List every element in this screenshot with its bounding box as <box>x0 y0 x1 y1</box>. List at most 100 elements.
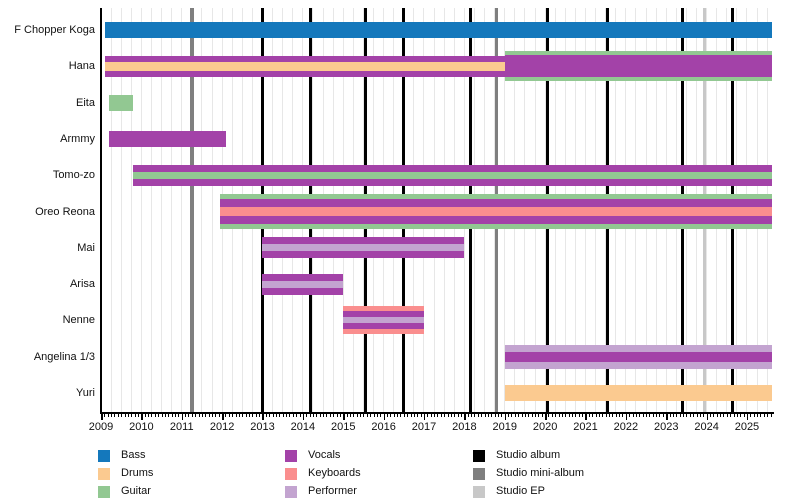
role-stripe-vocals <box>343 323 424 330</box>
x-axis-minor-tick <box>168 414 170 417</box>
x-axis-year-label: 2021 <box>573 421 598 433</box>
x-axis-minor-tick <box>541 414 543 417</box>
x-axis-minor-tick <box>228 414 230 417</box>
legend-swatch-studio-ep <box>473 486 485 498</box>
legend-label: Guitar <box>121 485 151 497</box>
x-axis-minor-tick <box>212 414 214 417</box>
role-stripe-vocals <box>220 199 772 207</box>
x-axis-minor-tick <box>555 414 557 417</box>
x-axis-minor-tick <box>380 414 382 417</box>
x-axis-minor-tick <box>467 414 469 417</box>
quarter-gridline <box>110 8 112 412</box>
x-axis-minor-tick <box>104 414 106 417</box>
x-axis-minor-tick <box>524 414 526 417</box>
member-label: Armmy <box>60 132 95 145</box>
quarter-gridline <box>140 8 142 412</box>
y-axis-line <box>100 8 102 412</box>
x-axis-year-label: 2014 <box>290 421 316 433</box>
x-axis-minor-tick <box>154 414 156 417</box>
role-stripe-vocals <box>220 216 772 224</box>
x-axis-year-label: 2016 <box>371 421 396 433</box>
quarter-gridline <box>150 8 152 412</box>
x-axis-minor-tick <box>124 414 126 417</box>
legend-label: Vocals <box>308 449 341 461</box>
x-axis-minor-tick <box>740 414 742 417</box>
timeline-bar <box>109 94 134 111</box>
x-axis-minor-tick <box>289 414 291 417</box>
x-axis-minor-tick <box>121 414 123 417</box>
role-stripe-guitar <box>220 224 772 229</box>
x-axis-minor-tick <box>312 414 314 417</box>
x-axis-year-label: 2019 <box>492 421 517 433</box>
x-axis-major-tick <box>585 414 587 420</box>
quarter-gridline <box>161 8 163 412</box>
x-axis-minor-tick <box>551 414 553 417</box>
x-axis-minor-tick <box>548 414 550 417</box>
x-axis-year-label: 2017 <box>411 421 437 433</box>
x-axis-minor-tick <box>134 414 136 417</box>
x-axis-minor-tick <box>437 414 439 417</box>
role-stripe-performer <box>262 280 344 288</box>
legend-swatch-bass <box>98 450 110 462</box>
x-axis-year-label: 2013 <box>250 421 275 433</box>
x-axis-minor-tick <box>397 414 399 417</box>
x-axis-minor-tick <box>565 414 567 417</box>
x-axis-minor-tick <box>215 414 217 417</box>
x-axis-minor-tick <box>763 414 765 417</box>
x-axis-minor-tick <box>635 414 637 417</box>
x-axis-major-tick <box>423 414 426 420</box>
x-axis-minor-tick <box>292 414 294 417</box>
x-axis-minor-tick <box>238 414 240 417</box>
x-axis-minor-tick <box>572 414 574 417</box>
x-axis-minor-tick <box>272 414 274 417</box>
x-axis-minor-tick <box>632 414 634 417</box>
timeline-bar <box>343 306 424 335</box>
x-axis-minor-tick <box>386 414 388 417</box>
legend-label: Bass <box>121 449 146 461</box>
x-axis-minor-tick <box>757 414 759 417</box>
legend-swatch-studio-album <box>473 450 485 462</box>
legend-label: Drums <box>121 467 154 479</box>
x-axis-year-label: 2009 <box>88 421 114 433</box>
legend-item: Guitar <box>98 485 278 499</box>
x-axis-minor-tick <box>602 414 604 417</box>
x-axis-minor-tick <box>471 414 473 417</box>
x-axis-minor-tick <box>595 414 597 417</box>
x-axis-minor-tick <box>494 414 496 417</box>
x-axis-minor-tick <box>127 414 129 417</box>
x-axis-minor-tick <box>161 414 163 417</box>
member-label: Oreo Reona <box>35 205 95 218</box>
x-axis-minor-tick <box>619 414 621 417</box>
x-axis-minor-tick <box>326 414 328 417</box>
x-axis-minor-tick <box>615 414 617 417</box>
x-axis-minor-tick <box>360 414 362 417</box>
quarter-gridline <box>211 8 213 412</box>
x-axis-minor-tick <box>390 414 392 417</box>
x-axis-line <box>100 412 774 414</box>
x-axis-minor-tick <box>508 414 510 417</box>
x-axis-minor-tick <box>733 414 735 417</box>
x-axis-minor-tick <box>249 414 251 417</box>
x-axis-minor-tick <box>649 414 651 417</box>
x-axis-minor-tick <box>750 414 752 417</box>
legend-label: Studio mini-album <box>496 467 585 479</box>
x-axis-minor-tick <box>353 414 355 417</box>
x-axis-minor-tick <box>299 414 301 417</box>
role-stripe-vocals <box>262 237 465 245</box>
quarter-gridline <box>130 8 132 412</box>
role-stripe-keyboards <box>220 207 772 216</box>
x-axis-minor-tick <box>662 414 664 417</box>
x-axis-minor-tick <box>114 414 116 417</box>
x-axis-minor-tick <box>434 414 436 417</box>
x-axis-minor-tick <box>672 414 674 417</box>
x-axis-minor-tick <box>117 414 119 417</box>
x-axis-minor-tick <box>430 414 432 417</box>
x-axis-minor-tick <box>535 414 536 417</box>
x-axis-minor-tick <box>151 414 153 417</box>
x-axis-minor-tick <box>693 414 695 417</box>
legend-item: Studio album <box>473 449 653 463</box>
x-axis-minor-tick <box>656 414 658 417</box>
x-axis-minor-tick <box>346 414 348 417</box>
x-axis-minor-tick <box>242 414 244 417</box>
